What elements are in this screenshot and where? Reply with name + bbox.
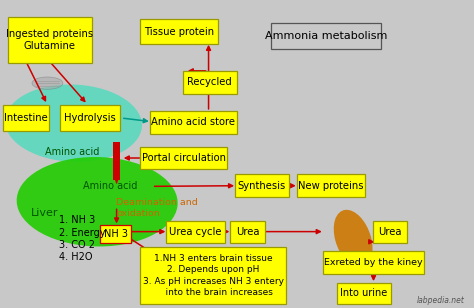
FancyBboxPatch shape — [271, 23, 381, 49]
Text: Tissue protein: Tissue protein — [144, 26, 214, 37]
Text: Exreted by the kiney: Exreted by the kiney — [324, 258, 423, 267]
Bar — [113, 142, 120, 180]
Text: 1. NH 3
2. Energy
3. CO 2
4. H2O: 1. NH 3 2. Energy 3. CO 2 4. H2O — [59, 215, 106, 262]
Text: Recycled: Recycled — [187, 77, 232, 87]
FancyBboxPatch shape — [140, 247, 286, 304]
FancyBboxPatch shape — [150, 111, 237, 134]
Text: Ingested proteins
Glutamine: Ingested proteins Glutamine — [6, 29, 93, 51]
Text: Into urine: Into urine — [340, 288, 387, 298]
FancyBboxPatch shape — [60, 105, 120, 131]
Text: Deamination and
oxidation: Deamination and oxidation — [116, 198, 198, 218]
FancyBboxPatch shape — [183, 71, 237, 94]
Text: NH 3: NH 3 — [104, 229, 128, 239]
Text: 1.NH 3 enters brain tissue
2. Depends upon pH
3. As pH increases NH 3 entery
   : 1.NH 3 enters brain tissue 2. Depends up… — [143, 254, 284, 297]
FancyBboxPatch shape — [297, 174, 365, 197]
Text: Urea: Urea — [378, 227, 401, 237]
Text: Amino acid: Amino acid — [83, 181, 137, 191]
FancyBboxPatch shape — [100, 225, 131, 243]
Text: Synthesis: Synthesis — [238, 180, 286, 191]
Text: New proteins: New proteins — [298, 180, 364, 191]
FancyBboxPatch shape — [230, 221, 265, 243]
Text: Urea: Urea — [236, 227, 259, 237]
FancyBboxPatch shape — [337, 283, 391, 304]
FancyBboxPatch shape — [140, 19, 218, 44]
Text: Amino acid store: Amino acid store — [151, 117, 235, 128]
FancyBboxPatch shape — [8, 17, 92, 63]
Ellipse shape — [5, 84, 142, 162]
Text: Portal circulation: Portal circulation — [142, 153, 226, 163]
Text: Amino acid: Amino acid — [45, 148, 100, 157]
Text: Liver: Liver — [31, 208, 58, 217]
Text: Intestine: Intestine — [4, 113, 48, 123]
FancyBboxPatch shape — [3, 105, 49, 131]
Text: Urea cycle: Urea cycle — [169, 227, 222, 237]
Ellipse shape — [17, 157, 178, 246]
Ellipse shape — [334, 210, 373, 268]
Text: Ammonia metabolism: Ammonia metabolism — [264, 31, 387, 41]
FancyBboxPatch shape — [235, 174, 289, 197]
Ellipse shape — [32, 77, 63, 89]
FancyBboxPatch shape — [373, 221, 407, 243]
Text: labpedia.net: labpedia.net — [417, 296, 465, 305]
Text: Hydrolysis: Hydrolysis — [64, 113, 116, 123]
FancyBboxPatch shape — [166, 221, 225, 243]
FancyBboxPatch shape — [323, 251, 424, 274]
FancyBboxPatch shape — [140, 147, 227, 169]
